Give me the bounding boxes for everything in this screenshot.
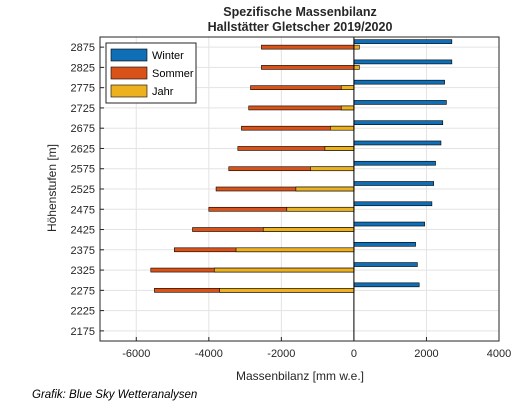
- chart-subtitle: Hallstätter Gletscher 2019/2020: [208, 20, 393, 34]
- chart-title: Spezifische Massenbilanz: [223, 5, 377, 19]
- bar-jahr: [324, 146, 355, 151]
- y-axis-label: Höhenstufen [m]: [45, 144, 59, 232]
- bar-jahr: [286, 206, 355, 212]
- legend-label-jahr: Jahr: [152, 86, 174, 98]
- x-tick-label: 0: [351, 348, 357, 360]
- bar-jahr: [353, 44, 360, 50]
- bar-jahr: [295, 186, 355, 192]
- y-tick-label: 2725: [71, 103, 95, 115]
- legend-swatch-jahr: [110, 84, 148, 98]
- y-tick-label: 2425: [71, 225, 95, 237]
- bar-winter: [353, 59, 453, 65]
- bar-winter: [353, 282, 420, 288]
- x-axis-label: Massenbilanz [mm w.e.]: [236, 369, 364, 383]
- bar-winter: [353, 160, 436, 166]
- y-tick-label: 2575: [71, 164, 95, 176]
- legend-swatch-winter: [110, 48, 148, 62]
- bar-winter: [353, 262, 418, 267]
- y-tick-label: 2275: [71, 285, 95, 297]
- bar-jahr: [213, 267, 355, 273]
- bar-sommer: [248, 105, 355, 111]
- x-tick-label: 4000: [487, 348, 511, 360]
- legend-swatch-sommer: [110, 66, 148, 80]
- bar-jahr: [340, 85, 355, 90]
- x-tick-label: -4000: [195, 348, 223, 360]
- y-tick-label: 2175: [71, 326, 95, 338]
- y-tick-label: 2525: [71, 184, 95, 196]
- bar-winter: [353, 242, 416, 247]
- bar-jahr: [235, 247, 355, 253]
- y-tick-label: 2625: [71, 143, 95, 155]
- legend-label-sommer: Sommer: [152, 68, 194, 80]
- y-tick-label: 2325: [71, 265, 95, 277]
- bar-jahr: [330, 125, 355, 131]
- x-tick-label: 2000: [414, 348, 438, 360]
- bar-jahr: [353, 65, 360, 70]
- y-tick-label: 2825: [71, 62, 95, 74]
- y-tick-label: 2475: [71, 204, 95, 216]
- y-tick-label: 2875: [71, 42, 95, 54]
- bar-winter: [353, 39, 453, 44]
- bar-sommer: [261, 65, 355, 70]
- bar-winter: [353, 100, 447, 105]
- bar-sommer: [261, 44, 355, 50]
- legend-label-winter: Winter: [152, 50, 184, 62]
- bar-winter: [353, 221, 425, 227]
- y-tick-label: 2225: [71, 306, 95, 318]
- y-tick-label: 2675: [71, 123, 95, 135]
- y-tick-label: 2775: [71, 83, 95, 95]
- bar-jahr: [340, 105, 355, 111]
- bar-sommer: [250, 85, 355, 90]
- bar-jahr: [262, 227, 355, 232]
- ticks: -6000 -4000 -2000 0 2000 4000 2875 2825 2775 2725…: [71, 42, 512, 360]
- credit-text: Grafik: Blue Sky Wetteranalysen: [32, 389, 197, 401]
- bar-winter: [353, 140, 442, 146]
- bar-winter: [353, 181, 435, 186]
- bar-winter: [353, 201, 433, 207]
- bar-winter: [353, 120, 444, 125]
- bar-winter: [353, 79, 445, 85]
- x-tick-label: -6000: [122, 348, 150, 360]
- y-tick-label: 2375: [71, 245, 95, 257]
- bar-jahr: [310, 166, 355, 172]
- legend: Winter Sommer Jahr: [105, 42, 197, 104]
- bar-jahr: [219, 288, 355, 293]
- bars: [150, 39, 453, 293]
- x-tick-label: -2000: [267, 348, 295, 360]
